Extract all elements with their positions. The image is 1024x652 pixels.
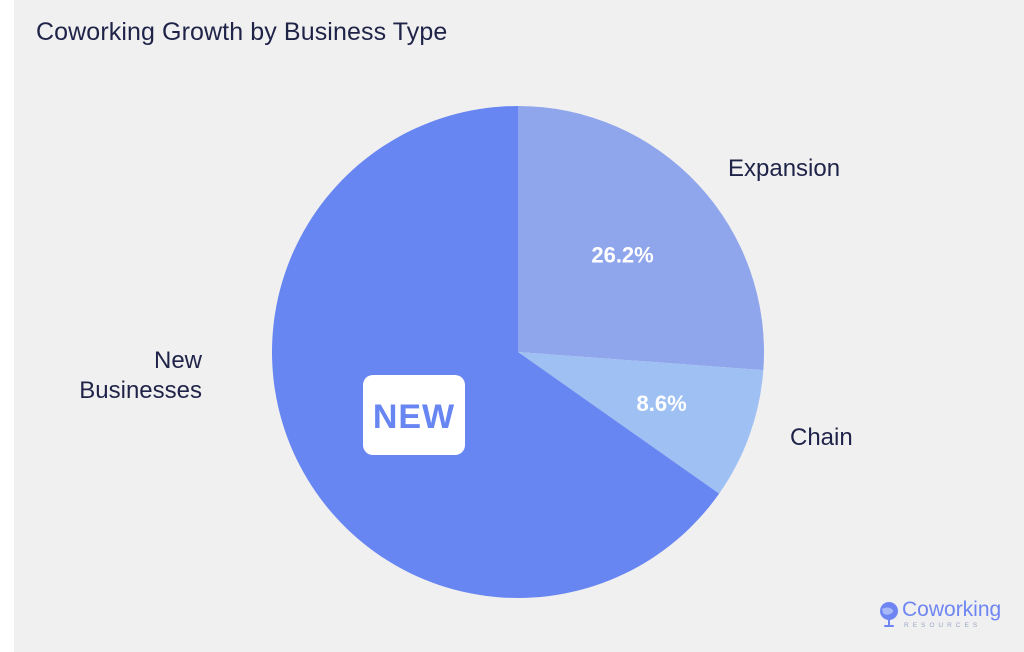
chart-frame: Coworking Growth by Business Type 26.2% E… — [14, 0, 1024, 652]
new-badge — [363, 375, 465, 455]
value-label-expansion: 26.2% — [591, 242, 653, 267]
category-label-chain: Chain — [790, 424, 853, 451]
value-label-chain: 8.6% — [637, 391, 687, 416]
category-label-new-businesses: New Businesses — [79, 347, 202, 404]
category-label-expansion: Expansion — [728, 155, 840, 182]
pie-slice-chain — [518, 352, 764, 494]
globe-icon — [880, 602, 898, 627]
chart-title: Coworking Growth by Business Type — [36, 18, 448, 46]
new-badge-text: NEW — [373, 398, 455, 436]
logo-name: Coworking — [902, 598, 1002, 621]
pie-slice-expansion — [518, 106, 764, 371]
pie-chart: 26.2%Expansion8.6%Chain65.3%NewBusinesse… — [79, 106, 853, 598]
pie-slice-new-businesses — [271, 106, 720, 598]
logo-tagline: RESOURCES — [904, 622, 982, 629]
coworking-resources-logo: Coworking RESOURCES — [876, 598, 1016, 634]
